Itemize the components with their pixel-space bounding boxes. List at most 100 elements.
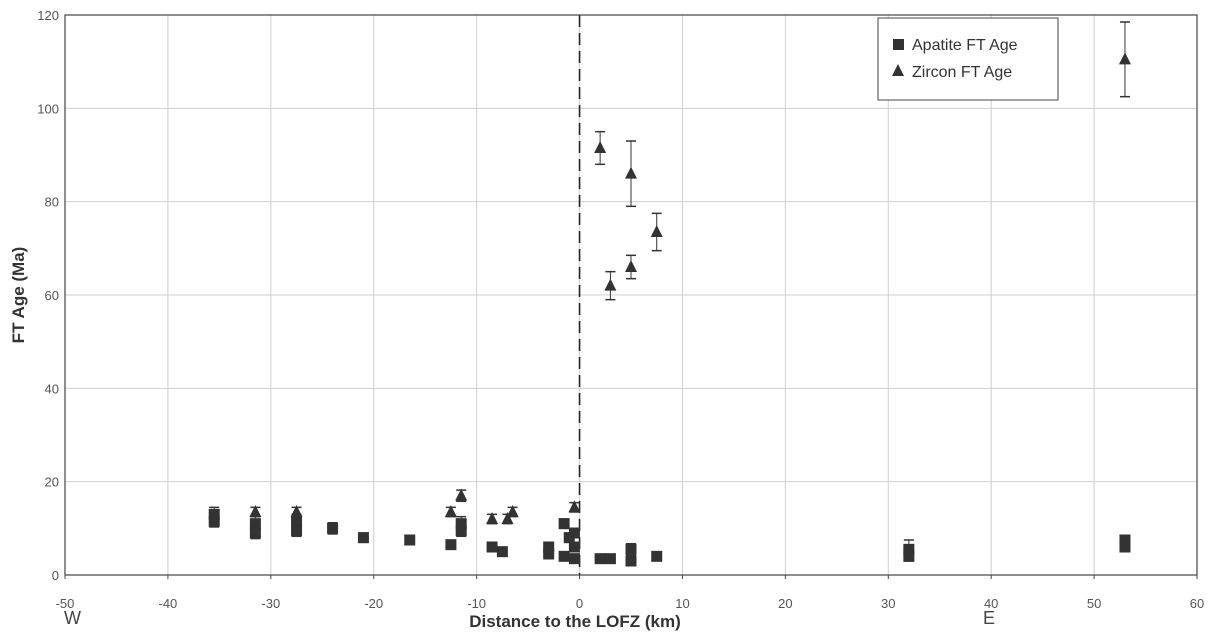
legend-label-apatite: Apatite FT Age	[912, 37, 1018, 54]
apatite-point	[486, 541, 498, 553]
square-marker	[568, 553, 580, 565]
square-marker	[625, 555, 637, 567]
zircon-point	[594, 130, 607, 166]
apatite-point	[651, 550, 663, 562]
x-tick-label: 0	[576, 596, 583, 611]
triangle-marker	[486, 512, 499, 524]
triangle-marker	[444, 505, 457, 517]
square-marker	[249, 518, 261, 530]
apatite-point	[568, 541, 580, 553]
apatite-point	[1119, 541, 1131, 553]
square-marker	[208, 515, 220, 527]
square-marker	[558, 550, 570, 562]
square-marker	[357, 532, 369, 544]
square-marker	[651, 550, 663, 562]
apatite-point	[903, 550, 915, 562]
y-tick-label: 120	[37, 8, 59, 23]
x-tick-label: 60	[1190, 596, 1204, 611]
y-axis-title: FT Age (Ma)	[9, 247, 28, 344]
square-marker	[496, 546, 508, 558]
apatite-point	[496, 546, 508, 558]
legend: Apatite FT Age Zircon FT Age	[877, 17, 1059, 101]
zircon-point	[455, 488, 468, 503]
apatite-point	[625, 555, 637, 567]
x-tick-labels: -50 -40 -30 -20 -10 0 10 20 30 40 50 60	[56, 575, 1204, 611]
x-tick-label: 20	[778, 596, 792, 611]
zircon-point	[625, 254, 637, 280]
y-tick-label: 80	[45, 195, 59, 210]
zircon-point	[650, 212, 663, 252]
apatite-point	[558, 550, 570, 562]
y-tick-label: 40	[45, 381, 59, 396]
legend-triangle-marker	[892, 64, 904, 76]
apatite-point	[594, 553, 606, 565]
triangle-marker	[594, 141, 607, 153]
triangle-marker	[506, 505, 519, 517]
legend-square-marker	[893, 39, 904, 50]
x-tick-label: 30	[881, 596, 895, 611]
square-marker	[291, 515, 303, 527]
zircon-point	[444, 505, 457, 518]
square-marker	[249, 527, 261, 539]
west-label: W	[64, 608, 81, 628]
square-marker	[291, 525, 303, 537]
triangle-marker	[625, 260, 637, 272]
east-label: E	[983, 608, 995, 628]
square-marker	[594, 553, 606, 565]
square-marker	[568, 527, 580, 539]
square-marker	[208, 508, 220, 520]
apatite-point	[208, 514, 220, 528]
zircon-point	[290, 505, 303, 518]
apatite-point	[249, 526, 261, 540]
square-marker	[543, 541, 555, 553]
triangle-marker	[249, 505, 262, 517]
square-marker	[404, 534, 416, 546]
x-tick-label: -30	[261, 596, 280, 611]
y-tick-label: 0	[52, 568, 59, 583]
x-tick-label: -50	[56, 596, 75, 611]
square-marker	[455, 518, 467, 530]
x-axis-title: Distance to the LOFZ (km)	[469, 612, 681, 631]
apatite-point	[357, 532, 369, 544]
apatite-point	[445, 539, 457, 551]
zircon-point	[568, 500, 581, 513]
apatite-point	[604, 553, 616, 565]
square-marker	[445, 539, 457, 551]
legend-box	[877, 17, 1059, 101]
zircon-point	[486, 512, 499, 525]
x-tick-label: 50	[1087, 596, 1101, 611]
x-tick-label: -40	[159, 596, 178, 611]
y-tick-labels: 0 20 40 60 80 100 120	[37, 8, 59, 583]
zircon-point	[604, 270, 617, 301]
apatite-point	[625, 542, 637, 556]
square-marker	[543, 548, 555, 560]
triangle-marker	[1118, 52, 1131, 65]
apatite-point	[568, 527, 580, 539]
x-tick-label: 10	[675, 596, 689, 611]
apatite-point	[327, 521, 339, 535]
triangle-marker	[290, 505, 303, 517]
plot-frame	[64, 14, 1198, 576]
x-tick-label: 40	[984, 596, 998, 611]
x-tick-label: -10	[467, 596, 486, 611]
apatite-point	[558, 518, 570, 530]
apatite-point	[455, 524, 467, 538]
zircon-point	[1118, 21, 1131, 98]
data-series	[208, 21, 1131, 567]
x-tick-label: -20	[364, 596, 383, 611]
square-marker	[558, 518, 570, 530]
triangle-marker	[650, 225, 663, 237]
y-tick-label: 20	[45, 475, 59, 490]
y-tick-label: 100	[37, 101, 59, 116]
square-marker	[903, 543, 915, 555]
apatite-point	[568, 553, 580, 565]
square-marker	[486, 541, 498, 553]
triangle-marker	[455, 488, 468, 501]
square-marker	[455, 525, 467, 537]
apatite-point	[404, 534, 416, 546]
triangle-marker	[604, 278, 617, 291]
triangle-marker	[501, 512, 514, 524]
zircon-point	[506, 505, 519, 518]
apatite-point	[291, 524, 303, 538]
